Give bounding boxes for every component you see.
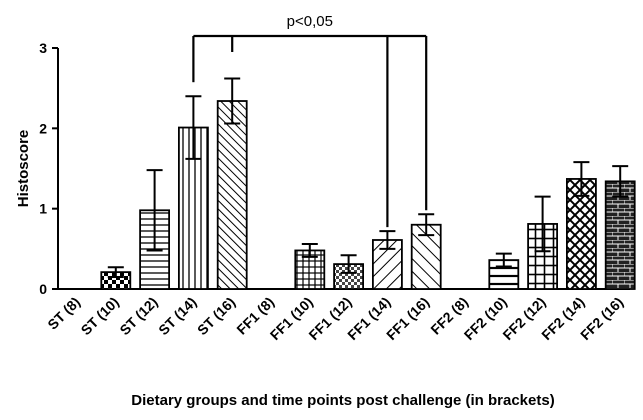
x-tick-label: ST (10) <box>78 294 122 338</box>
y-tick-label: 3 <box>39 40 47 56</box>
y-tick-label: 0 <box>39 281 47 297</box>
y-tick-label: 1 <box>39 201 47 217</box>
significance-annotation: p<0,05 <box>192 13 428 228</box>
x-tick-label: ST (16) <box>194 294 238 338</box>
x-axis-title: Dietary groups and time points post chal… <box>131 392 554 409</box>
bar-ff2-16 <box>604 180 636 290</box>
y-axis-title: Histoscore <box>15 130 32 208</box>
p-value-label: p<0,05 <box>287 13 333 30</box>
y-tick-label: 2 <box>39 120 47 136</box>
bar-ff2-14 <box>566 178 597 290</box>
x-tick-label: ST (14) <box>155 294 199 338</box>
x-tick-label: FF2 (16) <box>577 294 626 343</box>
x-tick-label: ST (12) <box>116 294 160 338</box>
x-tick-label: FF1 (16) <box>383 294 432 343</box>
bar-st-16 <box>216 100 248 290</box>
x-tick-labels: ST (8)ST (10)ST (12)ST (14)ST (16)FF1 (8… <box>44 294 626 343</box>
bars <box>100 77 636 290</box>
